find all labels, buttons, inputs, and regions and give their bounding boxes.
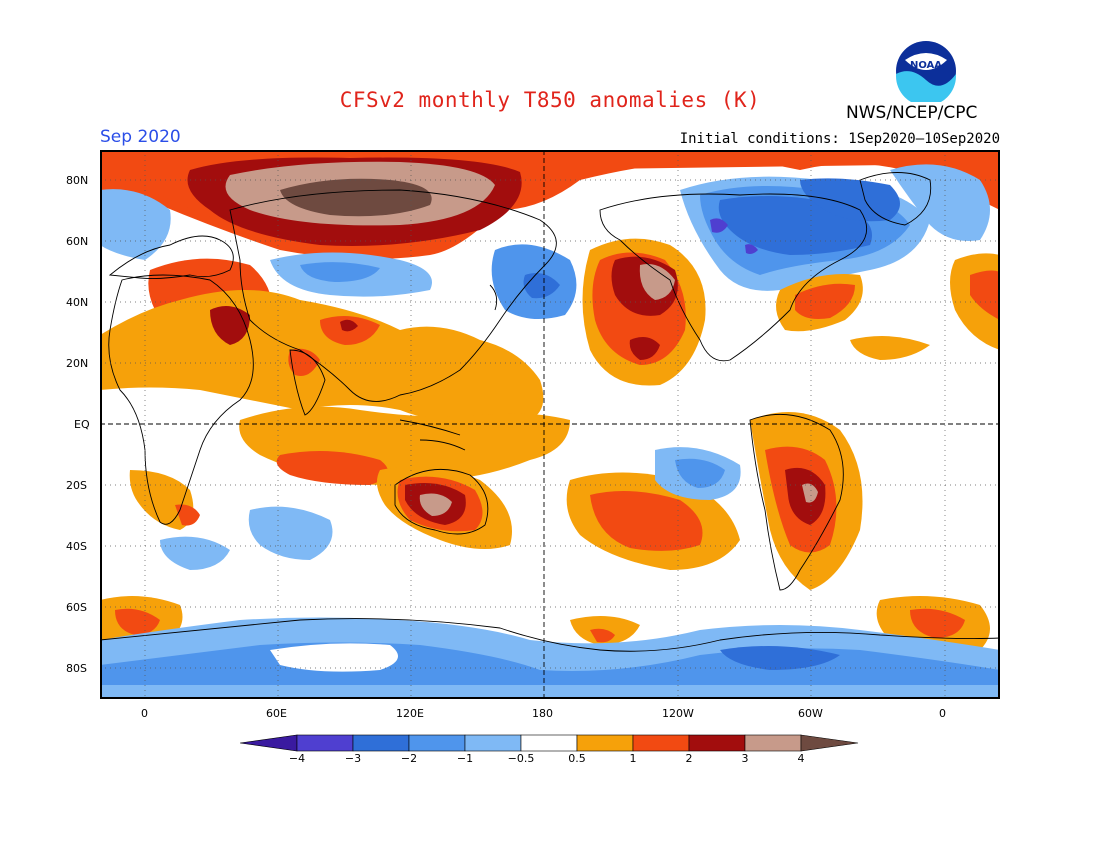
lat-label-80s: 80S [66,662,87,675]
coastline-layer [100,172,1000,652]
colorbar-label: 3 [741,752,749,765]
colorbar-label: 2 [685,752,693,765]
colorbar-cell [352,734,410,752]
colorbar-label: 1 [629,752,637,765]
colorbar-cell [688,734,746,752]
colorbar-cell [800,734,859,752]
lat-label-80n: 80N [66,174,89,187]
noaa-logo-icon: NOAA [896,41,956,102]
lon-label-180: 180 [532,707,553,720]
lat-label-60n: 60N [66,235,89,248]
anomaly-fill-layer [100,150,1000,699]
valid-month-label: Sep 2020 [100,127,181,147]
lat-label-40s: 40S [66,540,87,553]
anomaly-map [100,150,1000,699]
lat-label-20s: 20S [66,479,87,492]
colorbar-cell [520,734,578,752]
map-title: CFSv2 monthly T850 anomalies (K) [339,88,761,112]
agency-label: NWS/NCEP/CPC [846,103,978,123]
initial-conditions-label: Initial conditions: 1Sep2020–10Sep2020 [679,131,1000,147]
colorbar-cell [464,734,522,752]
lon-label-60w: 60W [798,707,823,720]
lon-label-60e: 60E [266,707,287,720]
colorbar-cell [296,734,354,752]
lat-label-20n: 20N [66,357,89,370]
colorbar-label: −3 [344,752,362,765]
lon-label-120e: 120E [396,707,424,720]
equator-dateline-layer [100,150,1000,699]
lat-label-eq: EQ [74,418,90,431]
lon-label-0-left: 0 [141,707,148,720]
lon-label-0-right: 0 [939,707,946,720]
colorbar-label: 0.5 [568,752,586,765]
colorbar-label: −0.5 [507,752,535,765]
colorbar-label: −4 [288,752,306,765]
colorbar-cell [408,734,466,752]
lat-label-60s: 60S [66,601,87,614]
colorbar-label: 4 [797,752,805,765]
colorbar-cell [744,734,802,752]
colorbar-cell [576,734,634,752]
colorbar [240,734,859,752]
colorbar-label: −2 [400,752,418,765]
colorbar-label: −1 [456,752,474,765]
map-frame [100,150,1000,699]
colorbar-cell [632,734,690,752]
lon-label-120w: 120W [662,707,694,720]
graticule-layer [100,150,1000,699]
logo-text: NOAA [910,60,942,71]
lat-label-40n: 40N [66,296,89,309]
colorbar-cell [240,734,298,752]
